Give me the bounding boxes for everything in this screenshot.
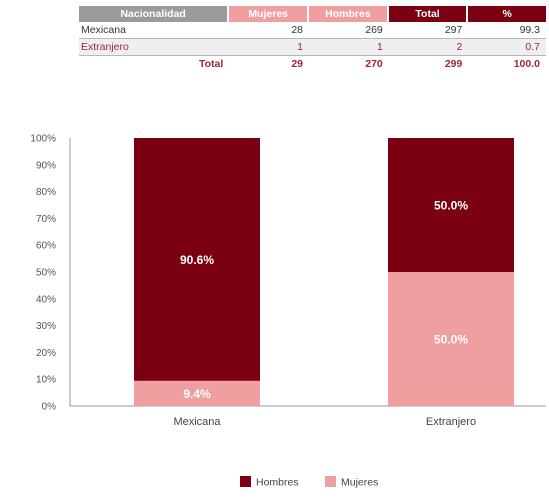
header-mujeres: Mujeres	[229, 6, 310, 22]
table-header-row: Nacionalidad Mujeres Hombres Total %	[79, 6, 546, 22]
y-tick-label: 40%	[36, 294, 56, 305]
y-tick-label: 10%	[36, 375, 56, 386]
legend-label: Mujeres	[341, 477, 378, 489]
x-category-label: Mexicana	[173, 416, 221, 428]
row-extranjero-hombres: 1	[309, 39, 389, 56]
row-mexicana-mujeres: 28	[229, 22, 310, 39]
total-label: Total	[198, 58, 224, 70]
data-label: 50.0%	[434, 333, 468, 347]
legend-label: Hombres	[256, 477, 299, 489]
y-tick-label: 100%	[30, 134, 56, 145]
y-tick-label: 50%	[36, 268, 56, 279]
y-tick-label: 0%	[42, 402, 57, 413]
bar-mujeres	[134, 380, 260, 406]
x-category-label: Extranjero	[426, 416, 476, 428]
data-label: 90.6%	[180, 253, 214, 267]
row-extranjero-total: 2	[388, 39, 469, 56]
y-tick-label: 60%	[36, 241, 56, 252]
data-label: 50.0%	[434, 199, 468, 213]
row-mexicana-hombres: 269	[309, 22, 389, 39]
row-mexicana-total: 297	[388, 22, 469, 39]
total-percent: 100.0	[513, 58, 540, 70]
row-extranjero-percent: 0.7	[468, 39, 546, 56]
row-extranjero-mujeres: 1	[229, 39, 310, 56]
table-total-row: Total 29 270 299 100.0	[79, 56, 546, 72]
total-mujeres: 29	[291, 58, 304, 70]
y-tick-label: 20%	[36, 348, 56, 359]
header-percent: %	[468, 6, 546, 22]
legend-swatch-mujeres	[325, 476, 336, 487]
bar-hombres	[134, 138, 260, 381]
data-label: 9.4%	[183, 387, 211, 401]
legend-swatch-hombres	[240, 476, 251, 487]
table-row: Extranjero 1 1 2 0.7	[79, 39, 546, 56]
total-hombres: 270	[365, 58, 383, 70]
header-nacionalidad: Nacionalidad	[79, 6, 230, 22]
y-tick-label: 70%	[36, 214, 56, 225]
bar-hombres	[388, 138, 514, 272]
table-row: Mexicana 28 269 297 99.3	[79, 22, 546, 39]
header-hombres: Hombres	[309, 6, 389, 22]
y-tick-label: 90%	[36, 160, 56, 171]
y-tick-label: 80%	[36, 187, 56, 198]
row-mexicana-name: Mexicana	[79, 22, 230, 39]
row-extranjero-name: Extranjero	[79, 39, 230, 56]
bar-mujeres	[388, 272, 514, 406]
nationality-table: Nacionalidad Mujeres Hombres Total % Mex…	[79, 6, 546, 72]
total-total: 299	[444, 58, 463, 70]
y-tick-label: 30%	[36, 321, 56, 332]
header-total: Total	[388, 6, 469, 22]
row-mexicana-percent: 99.3	[468, 22, 546, 39]
